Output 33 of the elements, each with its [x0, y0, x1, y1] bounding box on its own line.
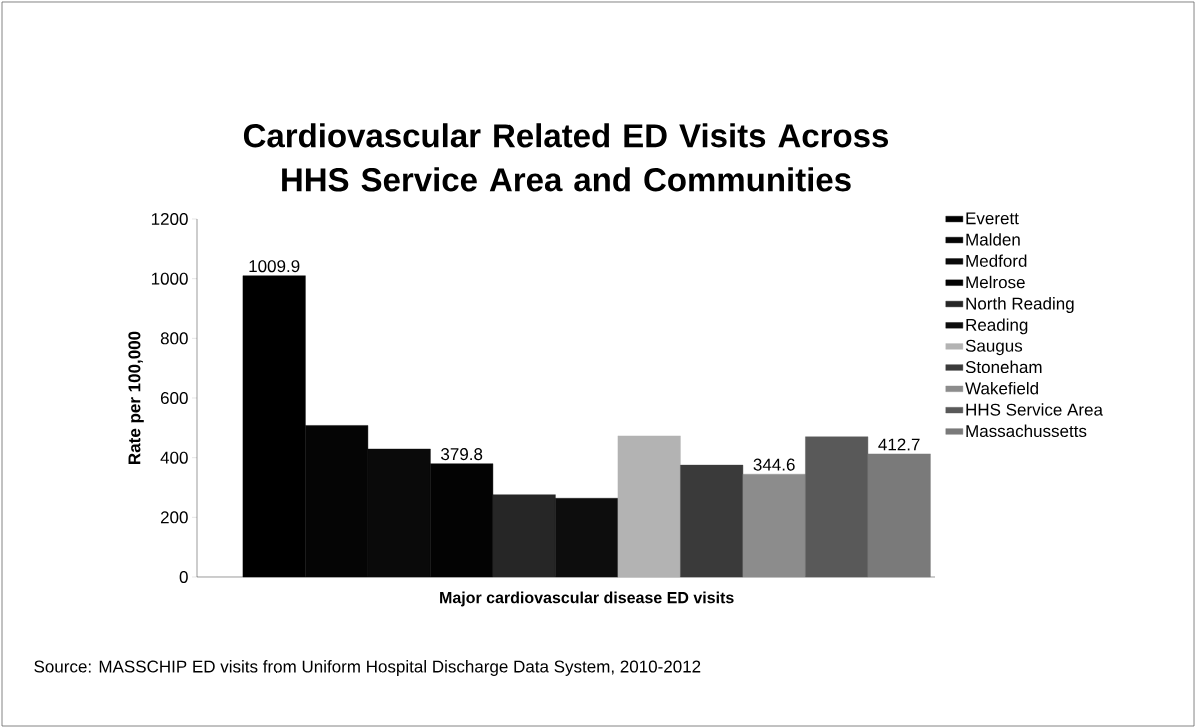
- x-tick-label: Major cardiovascular disease ED visits: [440, 591, 734, 607]
- y-tick-label: 0: [179, 570, 188, 584]
- source-note: Source: MASSCHIP ED visits from Uniform Hospital Discharge Data System, 2010-2012: [34, 660, 701, 676]
- bar: [555, 498, 619, 578]
- legend-label: North Reading: [966, 297, 1074, 313]
- y-tick-label: 800: [160, 332, 188, 345]
- legend-label: Reading: [966, 318, 1028, 335]
- bar: [680, 464, 744, 578]
- legend-label: Malden: [966, 233, 1020, 246]
- y-axis-title: Rate per 100,000: [128, 331, 144, 464]
- data-label: 344.6: [753, 458, 795, 471]
- y-tick-label: 400: [160, 451, 188, 464]
- legend-label: Saugus: [965, 339, 1023, 356]
- y-tick-label: 1000: [151, 272, 188, 285]
- legend-label: Wakefield: [965, 381, 1038, 395]
- legend-label: Stoneham: [965, 360, 1042, 374]
- y-tick-label: 600: [160, 391, 188, 405]
- bar: [867, 453, 931, 578]
- bar: [492, 494, 556, 578]
- bar: [742, 473, 806, 578]
- legend-label: Melrose: [966, 275, 1025, 289]
- bar: [617, 435, 681, 578]
- data-label: 412.7: [878, 438, 920, 451]
- chart-title: Cardiovascular Related ED Visits Across HHS Service Area and Communities: [243, 123, 889, 192]
- y-tick-label: 1200: [151, 212, 188, 226]
- y-tick-label: 200: [160, 511, 188, 524]
- legend-label: HHS Service Area: [966, 403, 1103, 416]
- data-label: 1009.9: [249, 260, 300, 273]
- bar: [805, 436, 869, 578]
- data-label: 379.8: [441, 448, 483, 461]
- legend-label: Medford: [966, 254, 1027, 267]
- legend-label: Everett: [966, 212, 1019, 225]
- legend-label: Massachussetts: [966, 424, 1087, 438]
